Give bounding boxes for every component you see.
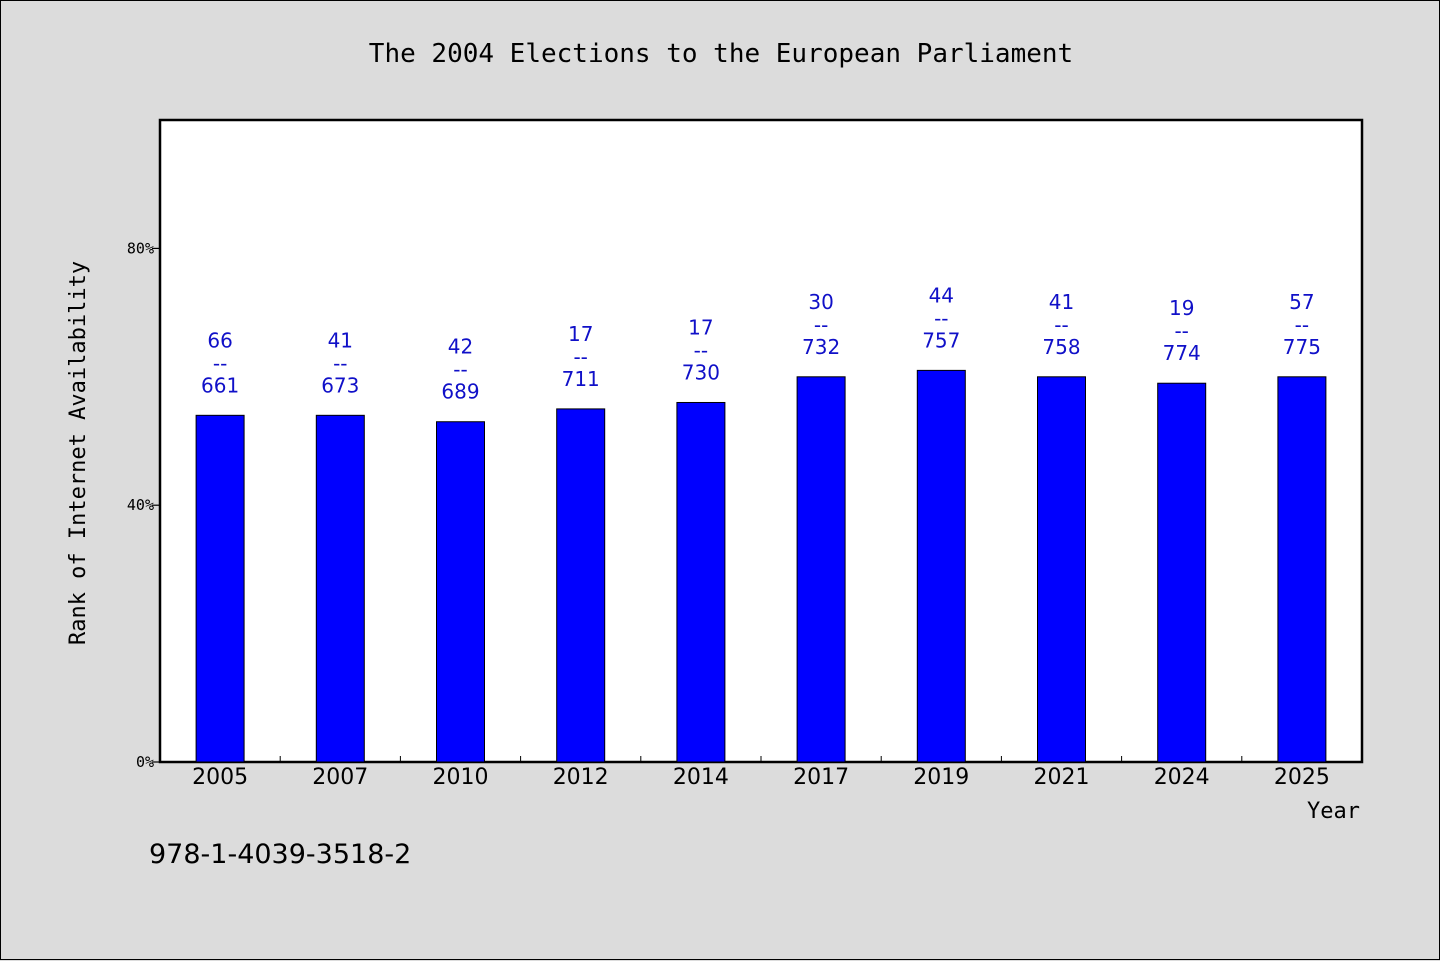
bar-2005 (195, 414, 245, 763)
data-labels: 66--66141--67342--68917--71117--73030--7… (201, 283, 1321, 403)
x-tick-label: 2025 (1274, 765, 1330, 790)
data-label-bottom: 775 (1283, 335, 1321, 359)
footnote-isbn: 978-1-4039-3518-2 (149, 839, 411, 870)
data-label-bottom: 689 (441, 380, 479, 404)
bar-2014 (676, 401, 726, 763)
x-tick-label: 2012 (553, 765, 609, 790)
data-label-separator: -- (213, 351, 227, 375)
x-tick-label: 2024 (1154, 765, 1210, 790)
data-label-top: 17 (568, 322, 593, 346)
bar-2010 (436, 421, 485, 763)
chart-title: The 2004 Elections to the European Parli… (369, 39, 1073, 69)
data-label-top: 41 (1049, 290, 1074, 314)
x-tick-label: 2021 (1034, 765, 1090, 790)
data-label-top: 19 (1169, 296, 1194, 320)
data-label-top: 42 (448, 335, 473, 359)
data-label-bottom: 661 (201, 373, 239, 397)
data-label-top: 17 (688, 315, 713, 339)
data-label-top: 57 (1289, 290, 1314, 314)
data-label-bottom: 758 (1042, 335, 1080, 359)
x-tick-label: 2019 (913, 765, 969, 790)
data-label-bottom: 711 (562, 367, 600, 391)
x-tick-label: 2017 (793, 765, 849, 790)
bar-2021 (1037, 376, 1086, 763)
data-label-bottom: 732 (802, 335, 840, 359)
data-label-separator: -- (1295, 313, 1309, 337)
data-label-top: 41 (328, 328, 353, 352)
data-label-bottom: 774 (1163, 341, 1201, 365)
data-label-separator: -- (453, 358, 467, 382)
bar-2025 (1277, 376, 1327, 763)
y-tick-label: 0% (136, 753, 154, 771)
data-label-top: 66 (207, 328, 232, 352)
x-tick-label: 2014 (673, 765, 729, 790)
data-label-separator: -- (573, 345, 587, 369)
x-tick-label: 2007 (312, 765, 368, 790)
y-axis: 0% 40% 80% (127, 239, 160, 771)
data-label-top: 30 (808, 290, 833, 314)
bar-2017 (796, 376, 846, 763)
x-axis: 2005 2007 2010 2012 2014 2017 2019 2021 2024 2025 (192, 756, 1330, 790)
data-label-top: 44 (929, 283, 954, 307)
y-tick-label: 80% (127, 239, 154, 257)
bar-2012 (556, 408, 606, 763)
data-label-separator: -- (814, 313, 828, 337)
x-axis-label: Year (1307, 799, 1360, 824)
data-label-separator: -- (694, 338, 708, 362)
x-tick-label: 2005 (192, 765, 248, 790)
bar-2019 (916, 369, 966, 763)
y-axis-label: Rank of Internet Availability (66, 261, 91, 645)
bar-series (195, 369, 1327, 763)
data-label-bottom: 757 (922, 328, 960, 352)
data-label-bottom: 673 (321, 373, 359, 397)
data-label-separator: -- (1174, 319, 1188, 343)
bar-2024 (1157, 382, 1207, 763)
data-label-separator: -- (1054, 313, 1068, 337)
x-tick-label: 2010 (433, 765, 489, 790)
data-label-separator: -- (333, 351, 347, 375)
data-label-separator: -- (934, 306, 948, 330)
data-label-bottom: 730 (682, 360, 720, 384)
bar-2007 (315, 414, 365, 763)
y-tick-label: 40% (127, 496, 154, 514)
